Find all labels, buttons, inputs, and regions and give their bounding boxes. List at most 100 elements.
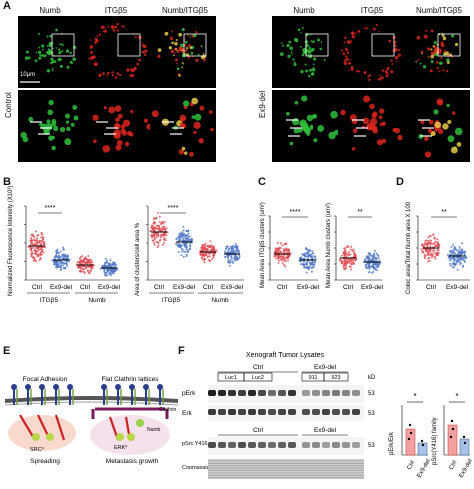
c-ex9-itgb5-point (306, 257, 309, 260)
b-ctrl-itgb5-point (32, 256, 35, 259)
c-ex9-itgb5-point (307, 255, 310, 258)
c-ctrl-itgb5-point (277, 259, 280, 262)
b-group-4: Numb (211, 297, 229, 304)
c-ex9-numb-point (377, 256, 380, 259)
b2-ex9-numb-point (233, 246, 236, 249)
c-xtick-4: Ex9-del (361, 284, 384, 291)
b-ex9-itgb5-point (64, 257, 67, 260)
b2-ex9-numb-point (231, 251, 234, 254)
b2-ex9-numb-point (229, 245, 232, 248)
c-ctrl-numb-point (349, 253, 352, 256)
b-ctrl-itgb5-point (31, 252, 34, 255)
b-ex9-numb-point (103, 268, 106, 271)
b2-ex9-numb-point (227, 259, 230, 262)
c-ctrl-itgb5-point (276, 242, 279, 245)
b-ex9-numb-point (112, 272, 115, 275)
b2-ex9-numb-point (238, 254, 241, 257)
c-ctrl-itgb5-point (279, 247, 282, 250)
b-xtick-8: Ex9-del (221, 284, 244, 291)
c-ex9-itgb5-point (306, 262, 309, 265)
b-ctrl-numb-point (90, 261, 93, 264)
c-sig-2: ** (357, 209, 363, 216)
d-ctrl-point (429, 245, 432, 248)
micrograph-tile-2-1 (150, 90, 216, 162)
b2-ctrl-numb-point (213, 248, 216, 251)
f-bar2-ctrl (447, 424, 458, 456)
c-ex9-itgb5-point (308, 265, 311, 268)
b-ctrl-itgb5-point (38, 241, 41, 244)
f-bar2-ylabel: pSrc(Y416) family (432, 417, 438, 465)
b2-ex9-itgb5-point (189, 242, 192, 245)
d-ctrl-point (433, 236, 436, 239)
b-ctrl-numb-point (87, 265, 90, 268)
b2-ex9-numb-point (236, 247, 239, 250)
b-ctrl-numb-point (91, 265, 94, 268)
header-itgb5-right: ITGβ5 (360, 6, 384, 15)
b2-ctrl-itgb5-point (161, 229, 164, 232)
b2-ex9-itgb5-point (186, 248, 189, 251)
b-ex9-itgb5-point (58, 257, 61, 260)
d-ctrl-point (432, 243, 435, 246)
c-ctrl-numb-point (341, 254, 344, 257)
c-ctrl-numb-point (345, 246, 348, 249)
c-ctrl-itgb5-point (284, 248, 287, 251)
f-bar1-ctrl (405, 428, 416, 456)
b2-ctrl-numb-point (205, 254, 208, 257)
e-title-left: Focal Adhesion (23, 376, 68, 383)
d-ctrl-point (436, 238, 439, 241)
b-ctrl-itgb5-point (39, 242, 42, 245)
b-ex9-itgb5-point (51, 259, 54, 262)
d-ctrl-point (432, 252, 435, 255)
b2-ctrl-itgb5-point (156, 224, 159, 227)
panel-c-plot: Mean Area ITGβ5 clusters (um²) Mean Area… (260, 202, 384, 291)
b2-ctrl-itgb5-point (153, 237, 156, 240)
c-ctrl-numb-point (345, 262, 348, 265)
b-ctrl-itgb5-point (41, 238, 44, 241)
c-ctrl-itgb5-point (287, 255, 290, 258)
b-ex9-itgb5-point (57, 251, 60, 254)
b-ctrl-itgb5-point (39, 246, 42, 249)
b-ctrl-itgb5-point (36, 237, 39, 240)
b-ctrl-numb-point (89, 262, 92, 265)
c-ex9-itgb5-point (312, 265, 315, 268)
d-ex9-point (452, 251, 455, 254)
d-ex9-point (450, 245, 453, 248)
micrograph-tile-0-1 (18, 90, 84, 162)
f-lane-1: Luc1 (225, 375, 237, 381)
b2-ex9-numb-point (229, 259, 232, 262)
panel-f-blots: Xenograft Tumor Lysates Ctrl Ex9-del Luc… (182, 352, 474, 479)
b2-ctrl-numb-point (203, 257, 206, 260)
c-ctrl-itgb5-point (274, 250, 277, 253)
b2-ex9-itgb5-point (189, 245, 192, 248)
b-ex9-numb-point (108, 262, 111, 265)
d-sig: ** (441, 209, 447, 216)
d-ex9-point (449, 250, 452, 253)
b2-ctrl-itgb5-point (155, 232, 158, 235)
b-ex9-itgb5-point (63, 255, 66, 258)
b2-ex9-itgb5-point (187, 232, 190, 235)
b2-ex9-itgb5-point (175, 238, 178, 241)
b-ex9-numb-point (105, 259, 108, 262)
c-ex9-itgb5-point (310, 261, 313, 264)
b-ex9-numb-point (113, 263, 116, 266)
c-ctrl-numb-point (343, 247, 346, 250)
c-ex9-numb-point (365, 266, 368, 269)
d-ctrl-point (420, 248, 423, 251)
c-ex9-itgb5-point (307, 248, 310, 251)
e-erk: ERK⁰ (114, 444, 128, 451)
d-ctrl-point (427, 251, 430, 254)
c-ctrl-numb-point (351, 250, 354, 253)
f-bar1-sig: * (413, 392, 416, 401)
b-ctrl-numb-point (82, 268, 85, 271)
micrograph-tile-4-0 (338, 16, 404, 88)
b2-ex9-itgb5-point (181, 250, 184, 253)
d-ex9-point (458, 261, 461, 264)
d-ctrl-point (437, 251, 440, 254)
c-ctrl-itgb5-point (275, 248, 278, 251)
panel-f-label: F (178, 345, 185, 357)
c-ex9-numb-point (378, 259, 381, 262)
b2-ctrl-itgb5-point (151, 239, 154, 242)
b-ctrl-itgb5-point (40, 240, 43, 243)
b2-ctrl-numb-point (205, 252, 208, 255)
b2-ex9-itgb5-point (185, 253, 188, 256)
